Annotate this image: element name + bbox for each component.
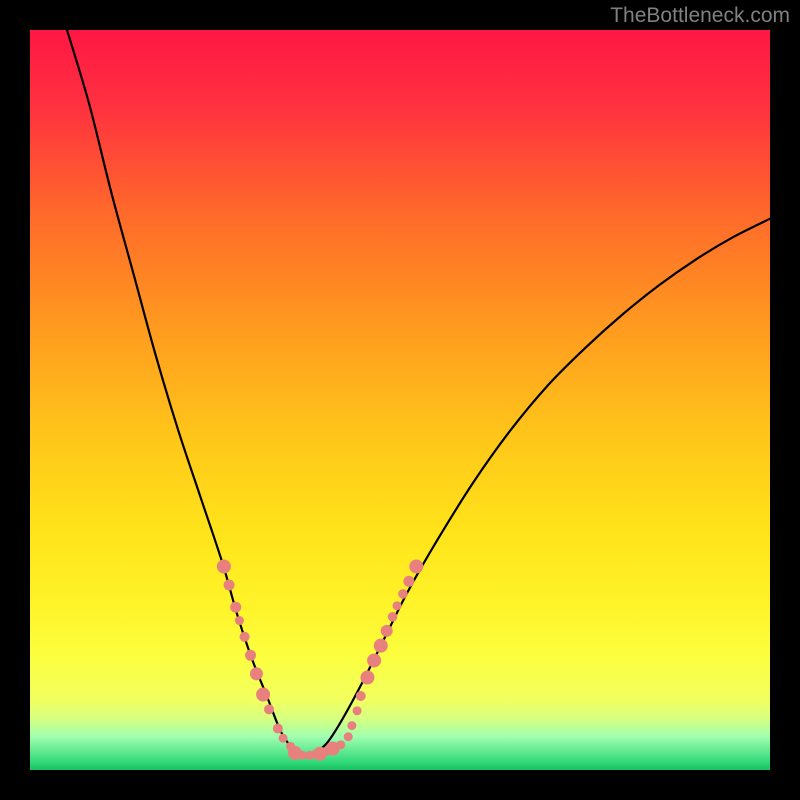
data-marker: [367, 653, 381, 667]
data-marker: [256, 688, 270, 702]
data-marker: [224, 580, 235, 591]
data-marker: [217, 560, 231, 574]
plot-svg: [30, 30, 770, 770]
plot-area: [30, 30, 770, 770]
data-marker: [344, 732, 353, 741]
data-marker: [240, 632, 250, 642]
data-marker: [381, 625, 393, 637]
data-marker: [347, 721, 356, 730]
data-marker: [388, 612, 398, 622]
data-marker: [279, 734, 288, 743]
watermark-text: TheBottleneck.com: [610, 4, 790, 28]
data-marker: [398, 589, 408, 599]
data-marker: [393, 601, 402, 610]
chart-container: TheBottleneck.com: [0, 0, 800, 800]
gradient-background: [30, 30, 770, 770]
data-marker: [353, 706, 362, 715]
data-marker: [403, 576, 414, 587]
data-marker: [235, 616, 244, 625]
data-marker: [273, 724, 283, 734]
data-marker: [409, 560, 423, 574]
data-marker: [230, 602, 241, 613]
data-marker: [245, 650, 256, 661]
data-marker: [374, 639, 388, 653]
data-marker: [356, 691, 366, 701]
data-marker: [336, 740, 345, 749]
data-marker: [360, 671, 374, 685]
data-marker: [250, 667, 263, 680]
data-marker: [264, 704, 274, 714]
